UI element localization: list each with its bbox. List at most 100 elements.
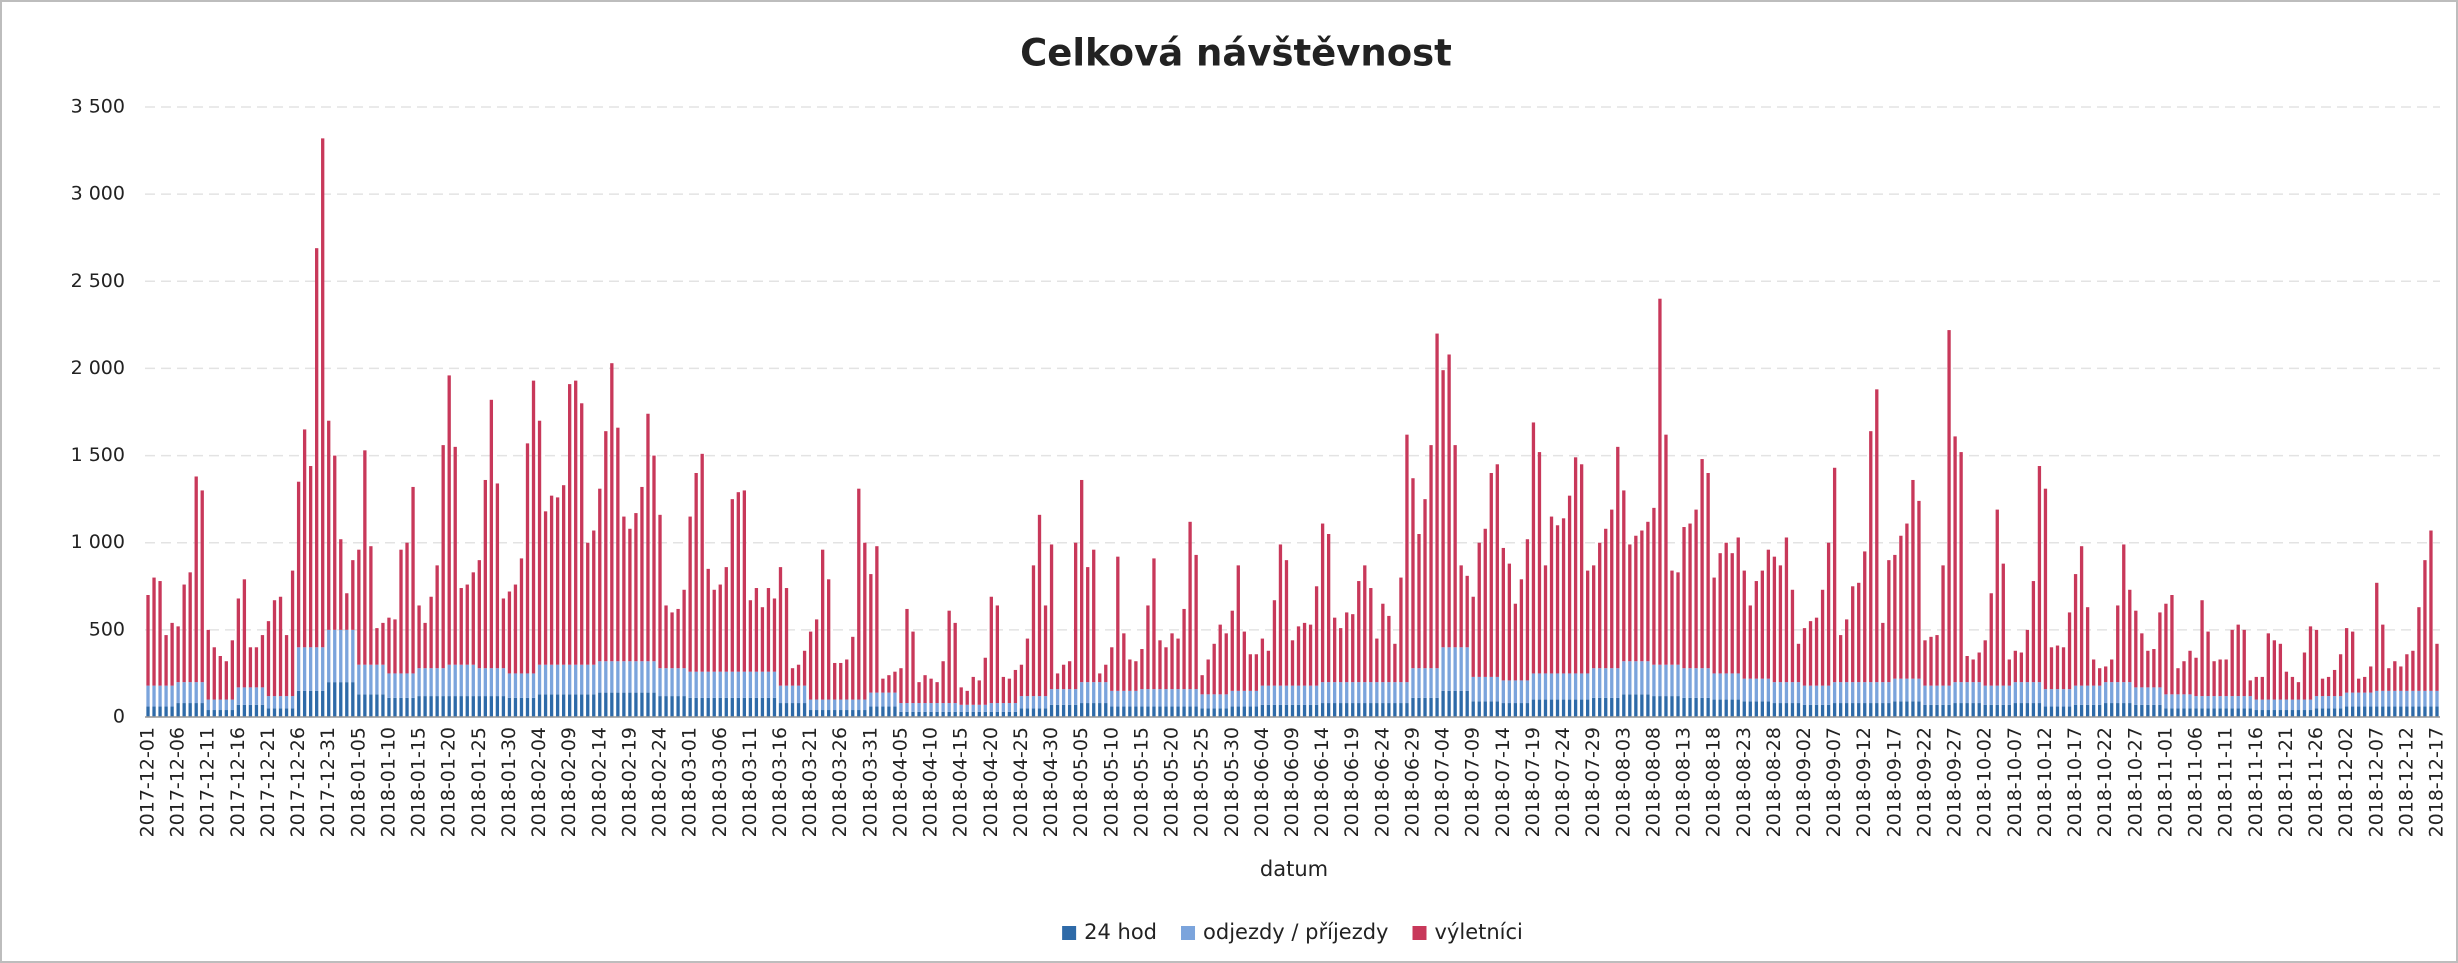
bar-segment — [2061, 706, 2066, 717]
bar-segment — [917, 711, 921, 717]
bar-segment — [1519, 703, 1524, 717]
bar-segment — [1248, 706, 1252, 717]
bar-segment — [989, 711, 993, 717]
x-tick-label: 2018-08-18 — [1703, 727, 1725, 837]
bar-segment — [2302, 710, 2307, 717]
bar-segment — [549, 495, 554, 665]
bar-segment — [519, 673, 524, 698]
bar-segment — [899, 711, 903, 717]
x-tick-label: 2018-03-11 — [739, 727, 761, 837]
bar-segment — [1646, 521, 1650, 662]
bar-segment — [688, 516, 692, 672]
bar-segment — [796, 664, 801, 686]
bar-segment — [1495, 464, 1499, 677]
bar-segment — [1935, 685, 1939, 705]
bar-segment — [1453, 647, 1457, 691]
bar-segment — [2182, 661, 2186, 695]
bar-segment — [1742, 678, 1746, 702]
bar-segment — [664, 696, 668, 717]
bar-segment — [435, 565, 439, 669]
bar-segment — [712, 671, 716, 698]
bar-segment — [146, 706, 150, 717]
bar-segment — [598, 692, 602, 717]
bar-segment — [1296, 704, 1301, 717]
bar-segment — [2381, 690, 2385, 707]
bar-segment — [1001, 676, 1006, 704]
bar-segment — [1694, 509, 1698, 669]
bar-segment — [814, 710, 819, 717]
bar-segment — [953, 622, 957, 704]
bar-segment — [1718, 553, 1722, 674]
bar-segment — [1592, 565, 1596, 669]
bar-segment — [441, 668, 445, 697]
bar-segment — [1905, 678, 1909, 702]
bar-segment — [561, 485, 566, 665]
bar-segment — [1688, 697, 1692, 717]
bar-segment — [230, 699, 234, 711]
bar-segment — [670, 696, 674, 717]
bar-segment — [1598, 697, 1602, 717]
bar-segment — [1555, 525, 1560, 674]
bar-segment — [2338, 654, 2343, 697]
bar-segment — [399, 673, 403, 698]
bar-segment — [2152, 649, 2156, 688]
bar-segment — [2218, 708, 2222, 717]
bar-segment — [839, 662, 843, 700]
bar-segment — [1399, 703, 1403, 717]
bar-segment — [568, 384, 572, 665]
bar-segment — [742, 697, 747, 717]
bar-segment — [188, 703, 192, 717]
x-tick-label: 2018-04-20 — [980, 727, 1002, 837]
bar-segment — [2104, 666, 2108, 683]
bar-segment — [2284, 710, 2289, 717]
bar-segment — [248, 704, 253, 717]
bar-segment — [254, 704, 259, 717]
bar-segment — [1905, 701, 1909, 717]
bar-segment — [1893, 554, 1897, 679]
bar-segment — [1230, 610, 1234, 691]
bar-segment — [1254, 706, 1259, 717]
bar-segment — [568, 664, 572, 695]
bar-segment — [543, 694, 548, 717]
bar-segment — [1851, 682, 1855, 704]
bar-segment — [1730, 553, 1734, 674]
bar-segment — [784, 703, 789, 717]
bar-segment — [2194, 696, 2198, 709]
bar-segment — [2152, 687, 2156, 705]
chart-title: Celková návštěvnost — [1020, 32, 1452, 75]
bar-segment — [1206, 708, 1210, 717]
bar-segment — [1471, 701, 1475, 717]
bar-segment — [1586, 699, 1590, 717]
bar-segment — [610, 661, 614, 693]
bar-segment — [790, 685, 795, 704]
bar-segment — [218, 710, 222, 717]
bar-segment — [802, 650, 807, 686]
bar-segment — [1242, 706, 1246, 717]
bar-segment — [580, 664, 584, 695]
bar-segment — [2399, 690, 2403, 707]
bar-segment — [146, 685, 150, 707]
bar-segment — [1049, 704, 1054, 717]
bar-segment — [2399, 666, 2403, 691]
x-tick-label: 2018-05-10 — [1100, 727, 1122, 837]
bar-segment — [1537, 699, 1542, 717]
bar-segment — [989, 596, 993, 704]
bar-segment — [1971, 659, 1975, 683]
bar-segment — [1778, 565, 1783, 683]
bar-segment — [971, 676, 975, 705]
bar-segment — [1013, 669, 1018, 704]
bar-segment — [1333, 617, 1337, 683]
bar-segment — [1158, 640, 1162, 690]
bar-segment — [1579, 464, 1584, 674]
bar-segment — [1037, 708, 1042, 717]
bar-segment — [821, 549, 825, 700]
bar-segment — [278, 596, 283, 697]
bar-segment — [1326, 703, 1331, 717]
bar-segment — [971, 711, 975, 717]
bar-segment — [1766, 678, 1771, 702]
bar-segment — [941, 661, 945, 704]
bar-segment — [2085, 685, 2090, 705]
bar-segment — [1453, 445, 1457, 648]
x-tick-label: 2017-12-31 — [317, 727, 339, 837]
bar-segment — [507, 673, 512, 698]
